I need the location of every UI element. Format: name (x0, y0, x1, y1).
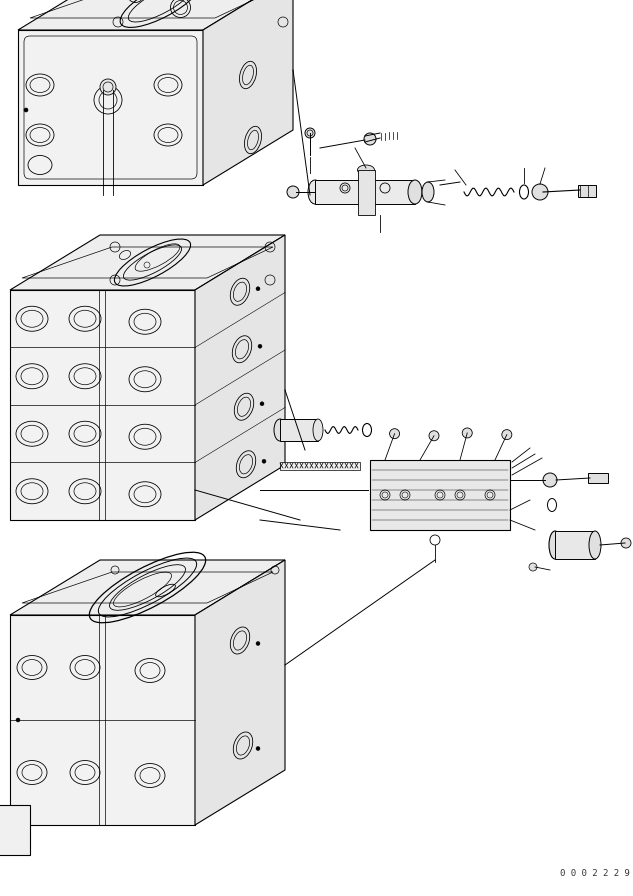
Polygon shape (18, 30, 203, 185)
Polygon shape (578, 185, 596, 197)
Ellipse shape (313, 419, 323, 441)
Circle shape (543, 473, 557, 487)
Polygon shape (203, 0, 293, 185)
Ellipse shape (422, 182, 434, 202)
Polygon shape (358, 170, 375, 215)
Polygon shape (555, 531, 595, 559)
Circle shape (256, 642, 260, 645)
Ellipse shape (308, 180, 322, 204)
Circle shape (258, 344, 262, 349)
Polygon shape (588, 473, 608, 483)
Circle shape (287, 186, 299, 198)
Circle shape (529, 563, 537, 571)
Circle shape (100, 79, 116, 95)
Circle shape (262, 460, 266, 463)
Polygon shape (195, 235, 285, 520)
Text: 0 0 0 2 2 2 9 8: 0 0 0 2 2 2 9 8 (560, 869, 633, 878)
Circle shape (389, 428, 399, 439)
Circle shape (24, 108, 28, 112)
Ellipse shape (274, 419, 286, 441)
Polygon shape (280, 462, 360, 470)
Polygon shape (10, 235, 285, 290)
Polygon shape (10, 560, 285, 615)
Polygon shape (370, 460, 510, 530)
Polygon shape (315, 180, 415, 204)
Circle shape (621, 538, 631, 548)
Ellipse shape (549, 531, 561, 559)
Ellipse shape (408, 180, 422, 204)
Polygon shape (195, 560, 285, 825)
Ellipse shape (589, 531, 601, 559)
Circle shape (256, 746, 260, 751)
Polygon shape (10, 615, 195, 825)
Circle shape (260, 401, 264, 406)
Circle shape (256, 287, 260, 290)
Ellipse shape (358, 165, 375, 175)
Circle shape (364, 133, 376, 145)
Circle shape (305, 128, 315, 138)
Circle shape (462, 428, 472, 438)
Polygon shape (10, 290, 195, 520)
Polygon shape (280, 419, 318, 441)
Circle shape (16, 718, 20, 722)
Circle shape (532, 184, 548, 200)
Circle shape (502, 429, 512, 440)
Polygon shape (18, 0, 293, 30)
Polygon shape (0, 805, 30, 855)
Circle shape (429, 431, 439, 441)
